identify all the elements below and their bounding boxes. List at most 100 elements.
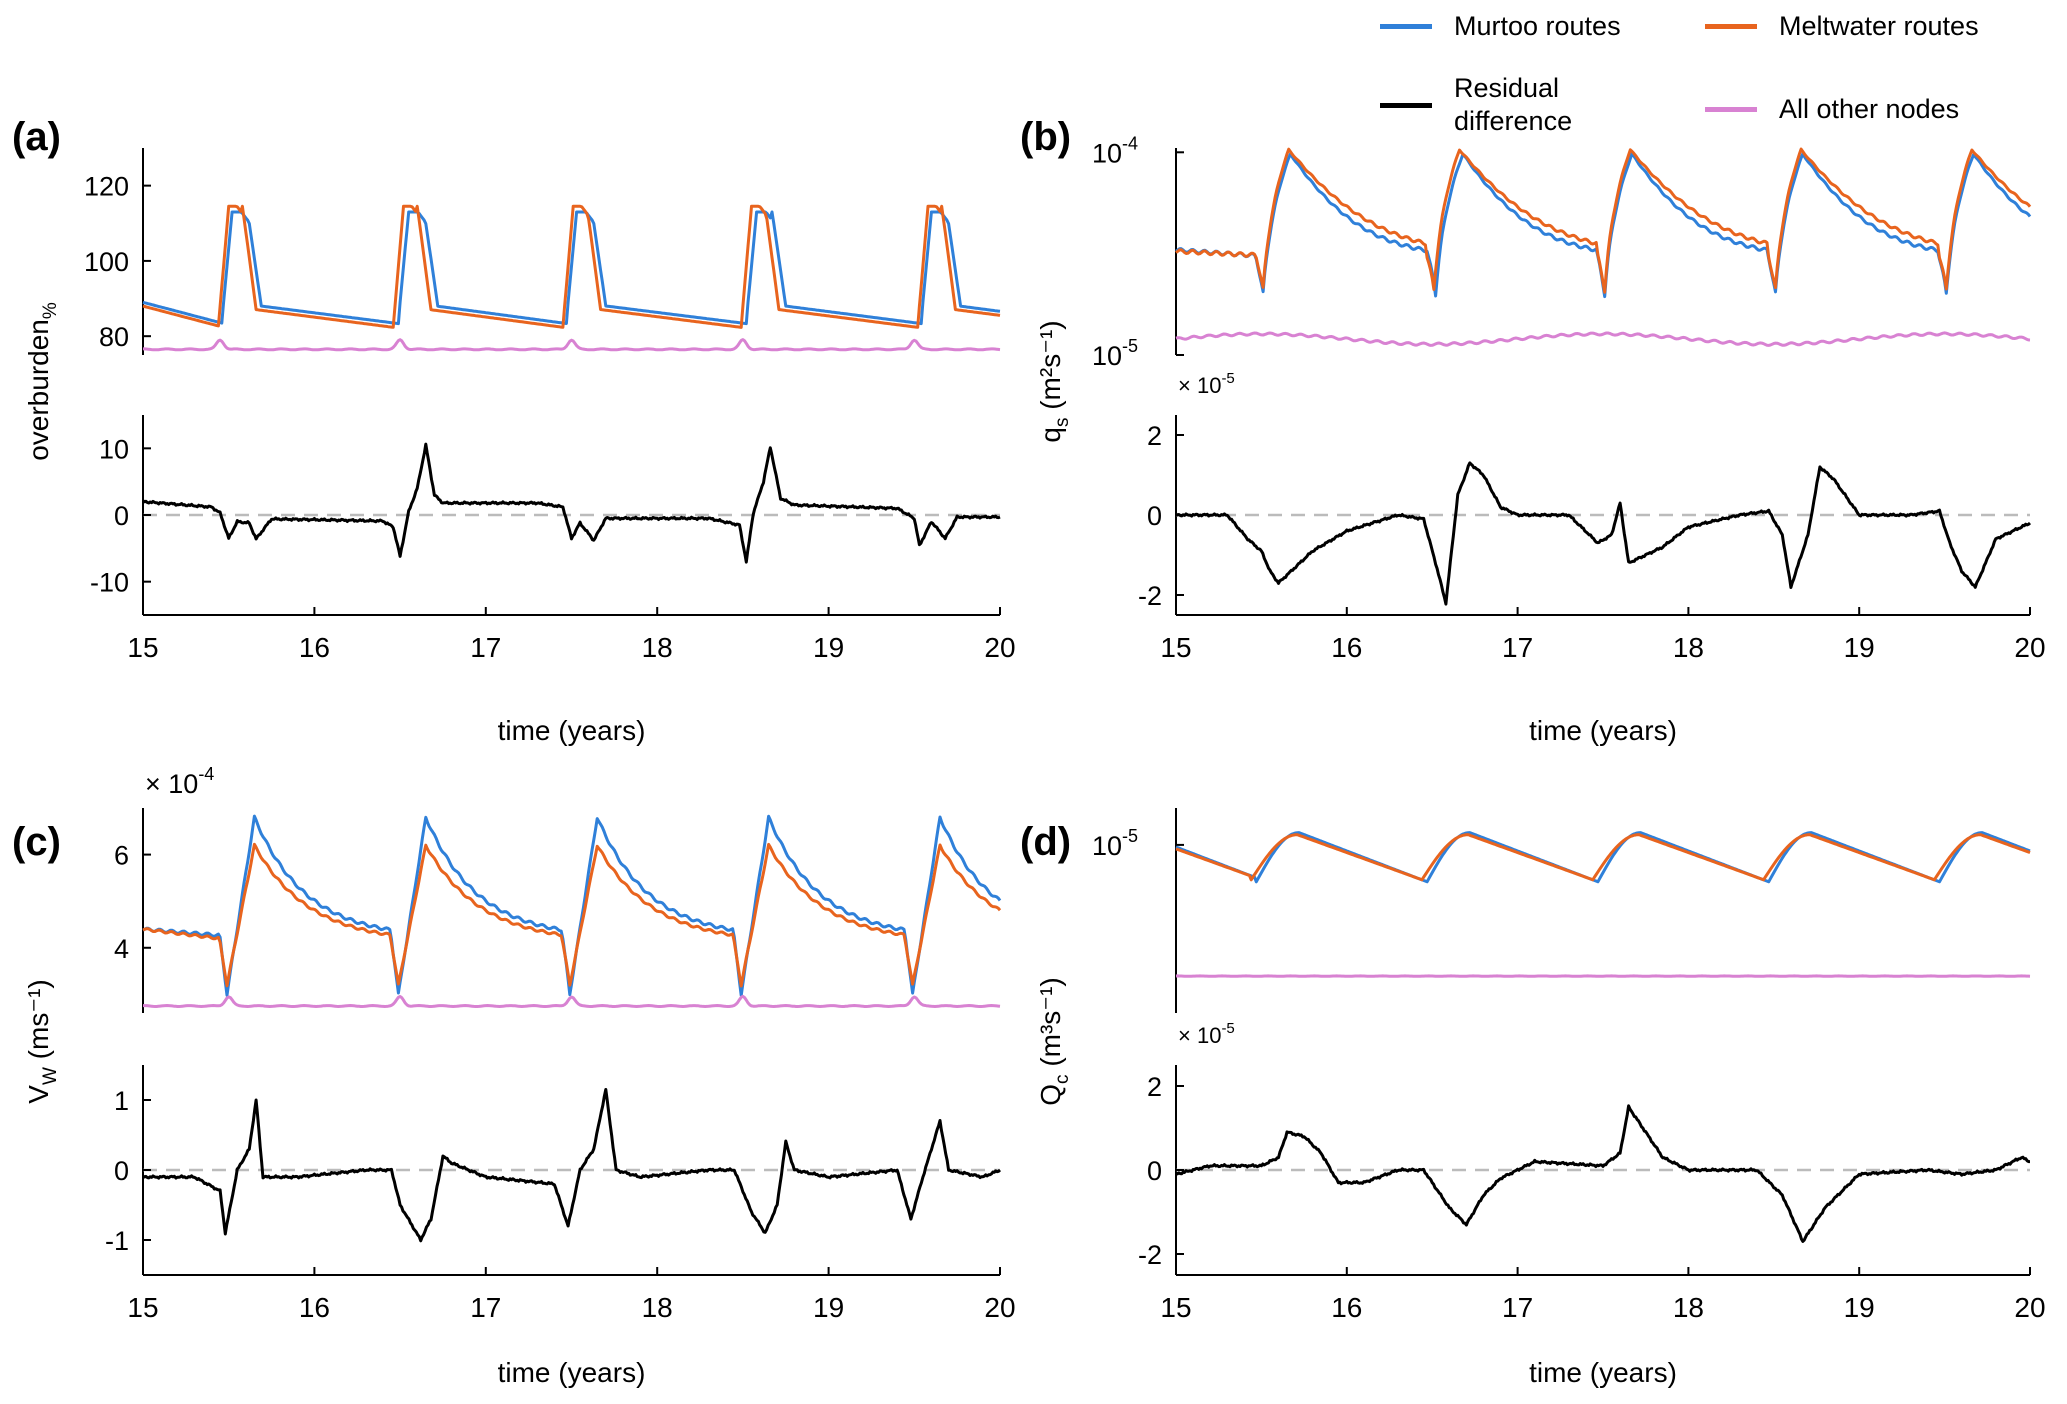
y-label-unit: (ms⁻¹) <box>23 979 54 1067</box>
x-tick-label: 20 <box>2014 1292 2045 1323</box>
top-y-tick-label: 80 <box>99 322 129 352</box>
x-tick-label: 17 <box>1502 632 1533 663</box>
panel-label: (a) <box>12 115 61 159</box>
legend-swatch-murtoo <box>1380 24 1432 29</box>
tick-exponent: -5 <box>1122 826 1138 846</box>
y-label-main: Q <box>1035 1084 1066 1106</box>
top-y-tick-label: 10-5 <box>1092 336 1138 371</box>
top-y-tick-label: 100 <box>84 247 129 277</box>
x-tick-label: 18 <box>1673 632 1704 663</box>
y-label-subscript: W <box>40 1067 61 1085</box>
y-label-unit: (m³s⁻¹) <box>1035 977 1066 1074</box>
top-y-tick-label: 120 <box>84 172 129 202</box>
series-line-all-other-nodes <box>1175 331 2031 347</box>
top-y-tick-label: 6 <box>114 841 129 871</box>
multiplier-exponent: -4 <box>198 764 214 784</box>
x-tick-label: 18 <box>642 1292 673 1323</box>
y-axis-label: Qc (m³s⁻¹) <box>1035 977 1073 1105</box>
bottom-y-tick-label: 0 <box>114 501 129 531</box>
x-tick-label: 20 <box>2014 632 2045 663</box>
bottom-y-tick-label: 0 <box>114 1156 129 1186</box>
residual-line <box>1175 461 2032 606</box>
x-tick-label: 18 <box>1673 1292 1704 1323</box>
y-axis-label: qs (m²s⁻¹) <box>1035 320 1073 442</box>
bottom-y-tick-label: 0 <box>1147 1156 1162 1186</box>
y-label-subscript: % <box>40 302 61 319</box>
x-tick-label: 18 <box>642 632 673 663</box>
top-y-tick-label: 10-5 <box>1092 826 1138 861</box>
legend-swatch-residual <box>1380 102 1432 108</box>
bottom-y-tick-label: 10 <box>99 434 129 464</box>
legend-item-residual: Residual difference <box>1380 72 1614 138</box>
residual-line <box>1175 1104 2031 1243</box>
y-axis-label: overburden% <box>23 302 61 461</box>
x-tick-label: 15 <box>127 1292 158 1323</box>
series-line-murtoo-routes <box>142 210 1001 326</box>
legend-label-other: All other nodes <box>1779 94 1960 124</box>
x-tick-label: 19 <box>813 632 844 663</box>
panel-label: (c) <box>12 820 61 864</box>
panel-c: (c) 4 6 × 10-4 -1 0 1 15 16 17 18 19 20 time (years) V… <box>12 764 1016 1388</box>
multiplier-exponent: -5 <box>1221 370 1234 387</box>
residual-line <box>142 442 1001 564</box>
tick-exponent: -5 <box>1122 336 1138 356</box>
series-line-all-other-nodes <box>143 994 1001 1008</box>
legend-swatch-other <box>1705 107 1757 112</box>
tick-exponent: -4 <box>1122 133 1138 153</box>
series-line-murtoo-routes <box>1175 831 2031 884</box>
legend-item-other: All other nodes <box>1705 93 1959 126</box>
series-line-meltwater-routes <box>142 204 1001 329</box>
legend-label-residual: Residual difference <box>1454 73 1573 136</box>
x-tick-label: 20 <box>984 1292 1015 1323</box>
y-label-subscript: c <box>1052 1074 1073 1084</box>
x-tick-label: 20 <box>984 632 1015 663</box>
series-line-meltwater-routes <box>1175 147 2032 294</box>
y-label-main: q <box>1035 427 1066 443</box>
x-tick-label: 16 <box>1331 632 1362 663</box>
y-label-main: overburden <box>23 319 54 461</box>
y-label-subscript: s <box>1052 418 1073 428</box>
panel-b: (b) 10-4 10-5 -2 0 2 × 10-5 15 16 17 18 19 20 time (y… <box>1020 115 2046 746</box>
residual-line <box>142 1088 1002 1243</box>
panel-a: (a) 80 100 120 -10 0 10 15 16 17 18 19 20 time (years… <box>12 115 1016 746</box>
x-tick-label: 15 <box>1160 632 1191 663</box>
series-line-murtoo-routes <box>142 814 1002 997</box>
legend-item-murtoo: Murtoo routes <box>1380 10 1621 43</box>
legend-item-meltwater: Meltwater routes <box>1705 10 1979 43</box>
y-label-main: V <box>23 1085 54 1104</box>
x-tick-label: 19 <box>813 1292 844 1323</box>
x-axis-label: time (years) <box>498 715 646 746</box>
bottom-y-tick-label: 0 <box>1147 501 1162 531</box>
bottom-y-tick-label: -10 <box>90 568 129 598</box>
x-tick-label: 15 <box>1160 1292 1191 1323</box>
series-line-meltwater-routes <box>1175 833 2031 882</box>
x-tick-label: 15 <box>127 632 158 663</box>
bottom-y-tick-label: 2 <box>1147 421 1162 451</box>
top-multiplier: × 10-4 <box>145 764 214 799</box>
x-tick-label: 19 <box>1844 632 1875 663</box>
bottom-y-tick-label: 2 <box>1147 1072 1162 1102</box>
bottom-y-tick-label: -2 <box>1138 581 1162 611</box>
series-line-meltwater-routes <box>142 842 1002 988</box>
y-label-unit: (m²s⁻¹) <box>1035 320 1066 417</box>
series-line-all-other-nodes <box>143 338 1001 352</box>
legend-swatch-meltwater <box>1705 24 1757 29</box>
bottom-multiplier: × 10-5 <box>1178 1020 1235 1048</box>
legend-label-murtoo: Murtoo routes <box>1454 11 1621 41</box>
legend: Murtoo routes Meltwater routes Residual … <box>1380 10 2060 150</box>
x-axis-label: time (years) <box>1529 715 1677 746</box>
x-tick-label: 19 <box>1844 1292 1875 1323</box>
x-axis-label: time (years) <box>1529 1357 1677 1388</box>
x-axis-label: time (years) <box>498 1357 646 1388</box>
bottom-y-tick-label: -1 <box>105 1226 129 1256</box>
y-axis-label: VW (ms⁻¹) <box>23 979 61 1103</box>
x-tick-label: 17 <box>470 632 501 663</box>
panel-d: (d) 10-5 -2 0 2 × 10-5 15 16 17 18 19 20 time (years… <box>1020 808 2046 1388</box>
bottom-y-tick-label: 1 <box>114 1086 129 1116</box>
x-tick-label: 16 <box>299 632 330 663</box>
bottom-multiplier: × 10-5 <box>1178 370 1235 398</box>
x-tick-label: 16 <box>1331 1292 1362 1323</box>
top-y-tick-label: 10-4 <box>1092 133 1138 168</box>
x-tick-label: 17 <box>470 1292 501 1323</box>
